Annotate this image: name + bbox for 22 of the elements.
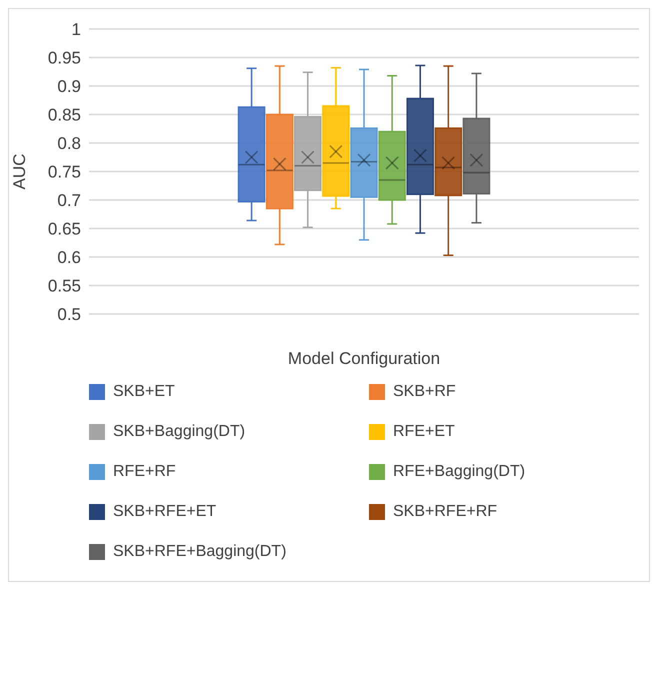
legend-label: SKB+RFE+Bagging(DT) — [113, 543, 286, 561]
y-tick-label: 1 — [72, 20, 81, 40]
y-tick-label: 0.5 — [57, 305, 81, 324]
legend-label: SKB+Bagging(DT) — [113, 423, 246, 441]
y-tick-label: 0.65 — [48, 220, 81, 239]
legend-label: SKB+RF — [393, 383, 456, 401]
y-tick-label: 0.7 — [57, 191, 81, 210]
y-tick-label: 0.55 — [48, 276, 81, 296]
y-tick-label: 0.95 — [48, 48, 81, 68]
legend-label: SKB+RFE+ET — [113, 503, 216, 521]
y-axis-title: AUC — [10, 154, 30, 190]
y-tick-label: 0.8 — [57, 134, 81, 154]
legend-label: RFE+RF — [113, 463, 176, 481]
y-tick-label: 0.85 — [48, 106, 81, 125]
legend-label: SKB+ET — [113, 383, 175, 401]
legend-label: RFE+ET — [393, 423, 455, 441]
y-tick-label: 0.9 — [57, 77, 81, 96]
x-axis-title: Model Configuration — [288, 349, 440, 368]
legend-label: RFE+Bagging(DT) — [393, 463, 526, 481]
y-tick-label: 0.75 — [48, 162, 81, 182]
y-tick-label: 0.6 — [57, 248, 81, 268]
legend-label: SKB+RFE+RF — [393, 503, 498, 521]
